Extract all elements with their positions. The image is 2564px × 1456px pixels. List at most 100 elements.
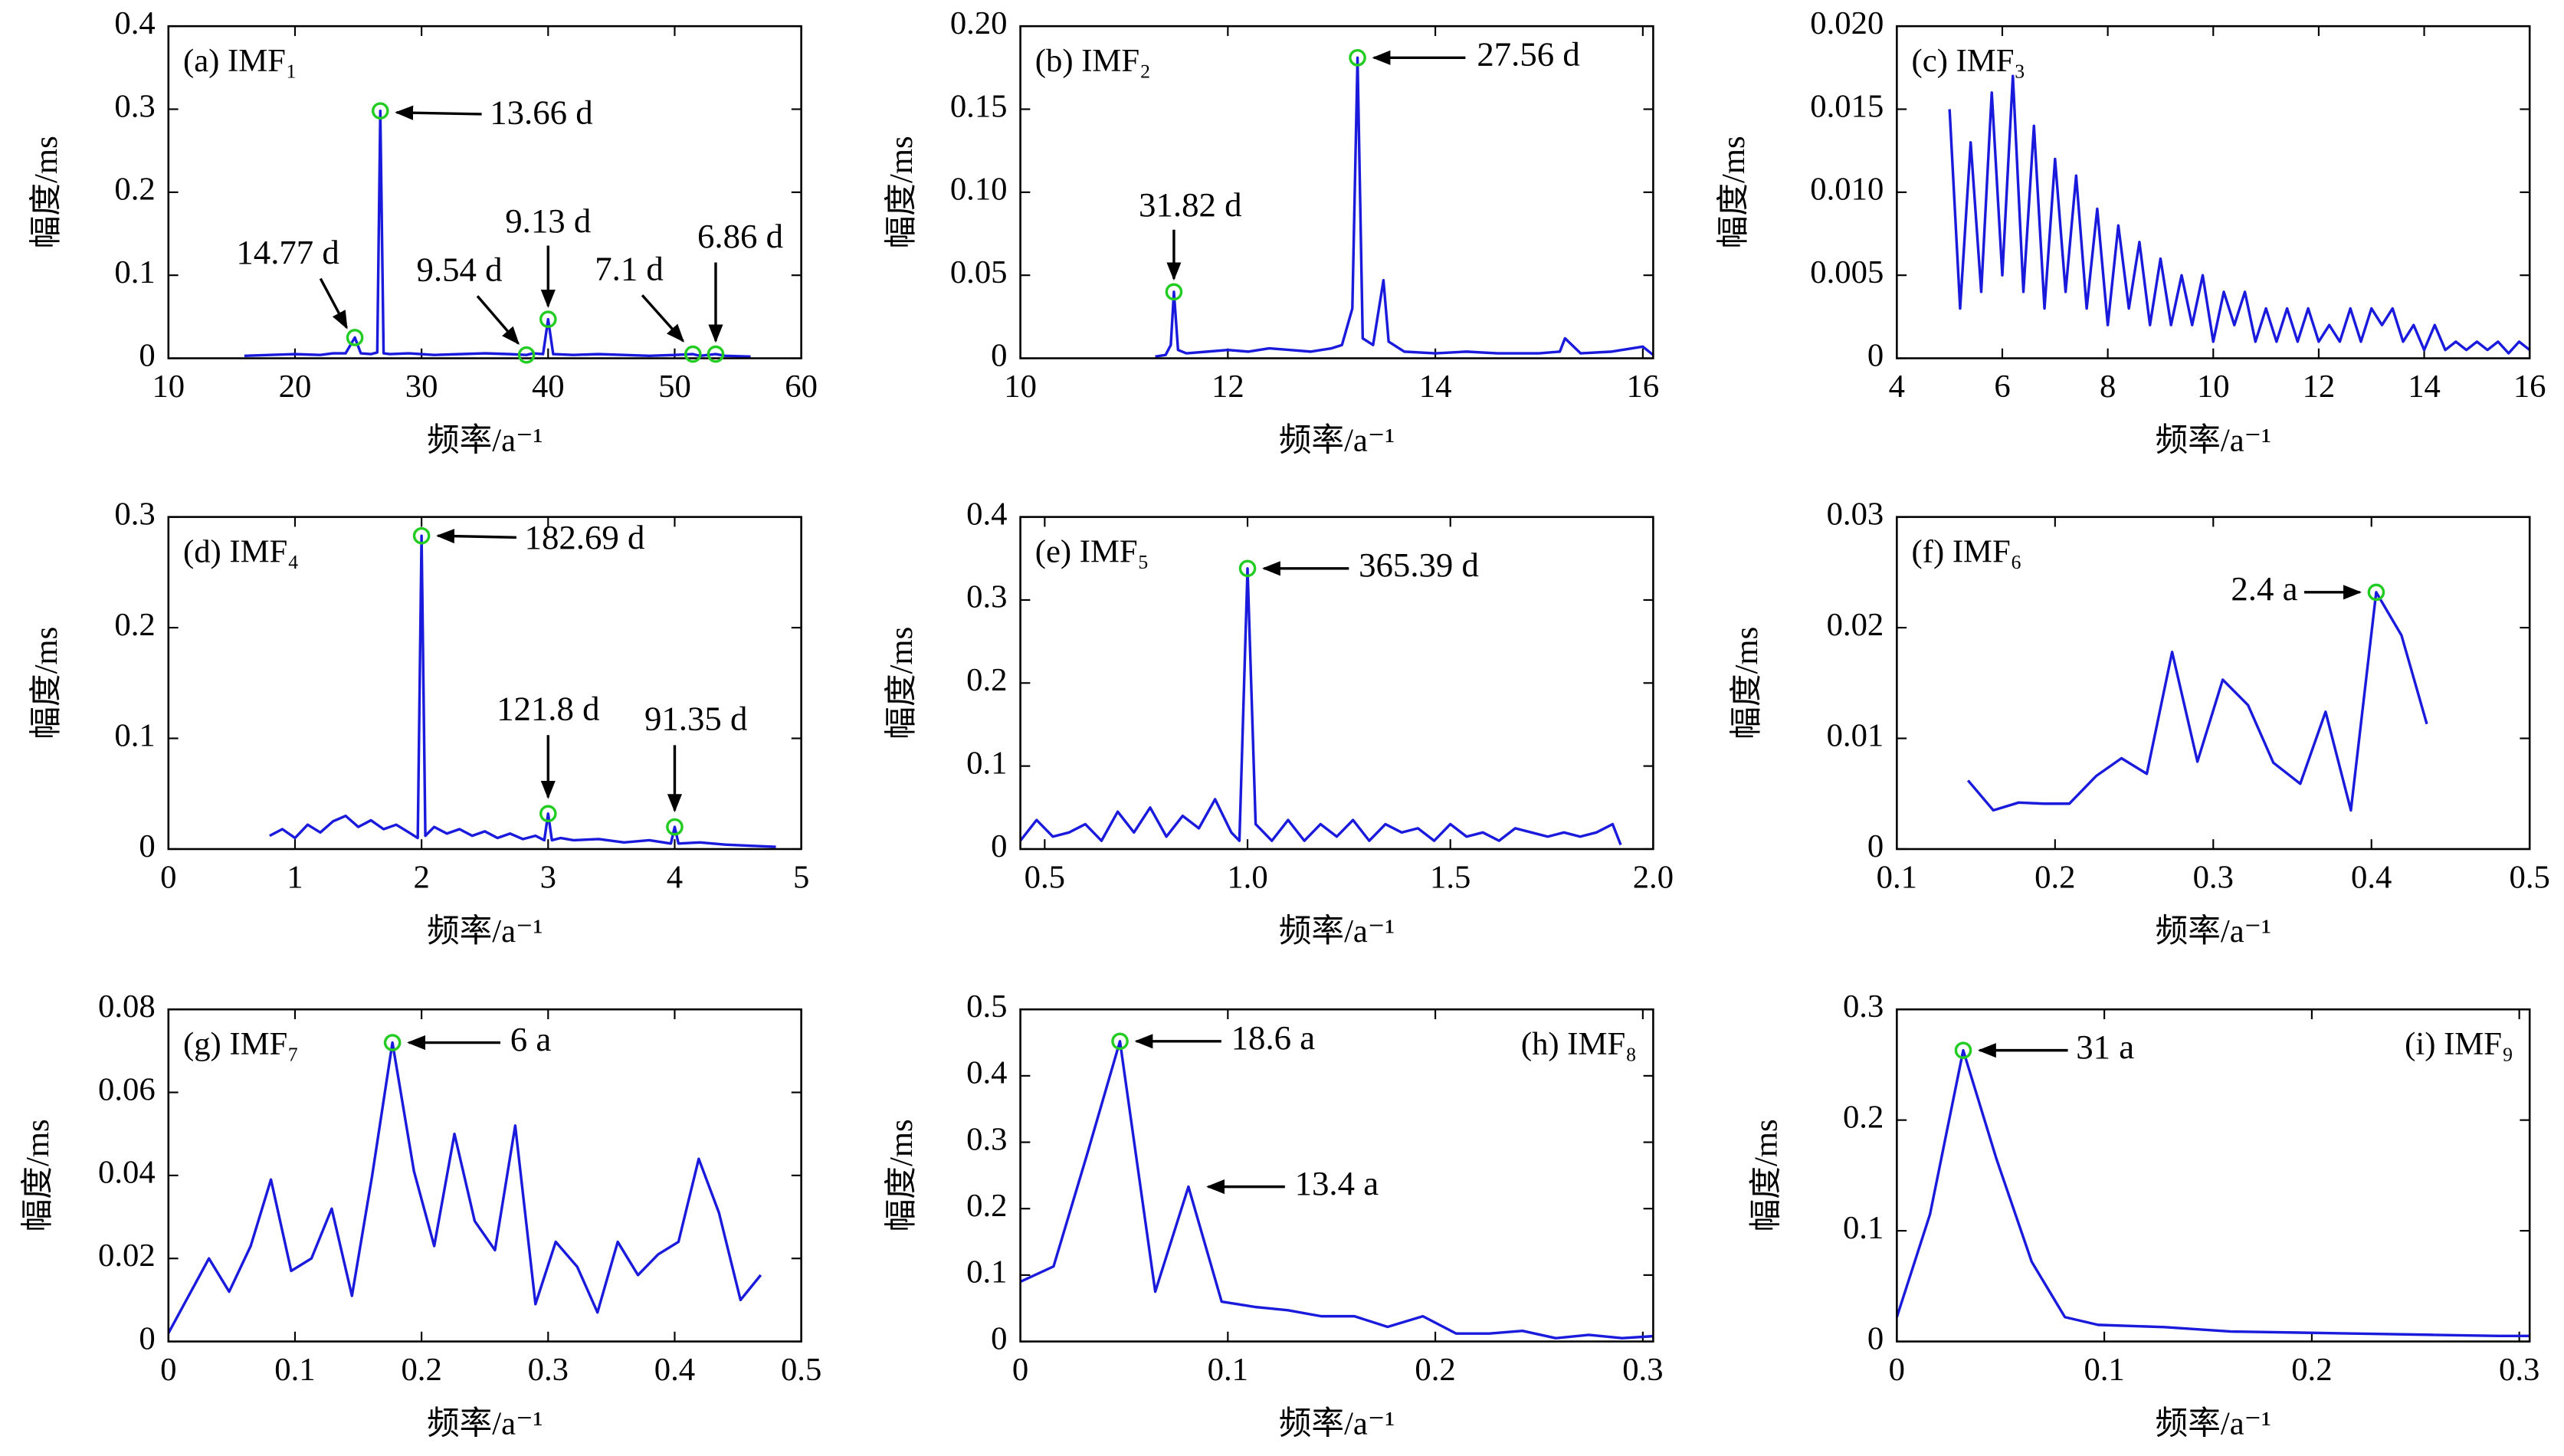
x-tick-label: 0 bbox=[160, 1352, 176, 1388]
y-tick-label: 0 bbox=[991, 337, 1007, 373]
data-line bbox=[168, 1041, 762, 1334]
panel: 0.5 1.0 1.5 2.0 0 0.1 0.2 0.3 0.4 (e) IMF₅ 频率/a⁻¹ 幅… bbox=[884, 496, 1674, 949]
x-tick-label: 0.2 bbox=[401, 1352, 441, 1388]
x-axis-label: 频率/a⁻¹ bbox=[2156, 421, 2271, 458]
x-tick-label: 40 bbox=[532, 369, 565, 405]
y-tick-label: 0.4 bbox=[966, 496, 1007, 532]
y-tick-label: 0.4 bbox=[966, 1055, 1007, 1091]
x-tick-label: 20 bbox=[279, 369, 312, 405]
data-line bbox=[1020, 567, 1622, 846]
peak-marker bbox=[517, 346, 536, 364]
data-line bbox=[269, 534, 776, 848]
y-axis-label: 幅度/ms bbox=[28, 136, 64, 248]
panel: 10 20 30 40 50 60 0 0.1 0.2 0.3 0.4 (a) IMF₁ 频率/a⁻¹ 幅… bbox=[28, 5, 818, 458]
x-tick-label: 4 bbox=[1889, 369, 1905, 405]
peak-marker bbox=[346, 329, 364, 346]
annotation: 7.1 d bbox=[595, 250, 664, 288]
frame bbox=[167, 25, 802, 359]
x-tick-label: 5 bbox=[793, 859, 809, 895]
x-tick-label: 0.1 bbox=[2084, 1352, 2124, 1388]
y-tick-label: 0 bbox=[139, 828, 155, 864]
x-tick-label: 8 bbox=[2100, 369, 2116, 405]
y-tick-label: 0 bbox=[1867, 1320, 1884, 1356]
y-tick-label: 0.08 bbox=[98, 989, 156, 1025]
y-axis-label: 幅度/ms bbox=[1749, 1119, 1785, 1231]
plot-area bbox=[168, 1041, 762, 1334]
annotation: 31.82 d bbox=[1139, 185, 1241, 224]
y-tick-label: 0.2 bbox=[1843, 1099, 1884, 1135]
plot-area bbox=[244, 109, 751, 359]
frame bbox=[167, 1008, 802, 1343]
x-tick-label: 2.0 bbox=[1633, 859, 1674, 895]
y-axis-label: 幅度/ms bbox=[884, 627, 920, 739]
x-tick-label: 0.2 bbox=[2291, 1352, 2332, 1388]
data-line bbox=[1948, 74, 2530, 355]
x-axis-label: 频率/a⁻¹ bbox=[2156, 913, 2271, 949]
x-tick-label: 6 bbox=[1994, 369, 2010, 405]
y-tick-label: 0.3 bbox=[114, 88, 155, 124]
peak-marker bbox=[1111, 1032, 1129, 1051]
annotation: 27.56 d bbox=[1477, 35, 1579, 74]
plot-area bbox=[1948, 74, 2530, 355]
panel: 4 6 8 10 12 14 16 0 0.005 0.010 0.015 0.020 (c) IMF₃… bbox=[1716, 5, 2546, 458]
y-tick-label: 0.1 bbox=[966, 1254, 1007, 1290]
y-tick-label: 0.02 bbox=[1827, 607, 1884, 643]
x-tick-label: 12 bbox=[2303, 369, 2336, 405]
x-axis-label: 频率/a⁻¹ bbox=[427, 913, 543, 949]
x-tick-label: 0.1 bbox=[274, 1352, 315, 1388]
y-tick-label: 0.03 bbox=[1827, 496, 1884, 532]
annotation: 31 a bbox=[2076, 1028, 2134, 1066]
x-tick-label: 0.2 bbox=[2034, 859, 2075, 895]
peak-marker bbox=[666, 818, 684, 836]
x-tick-label: 0.4 bbox=[654, 1352, 695, 1388]
panel: 10 12 14 16 0 0.05 0.10 0.15 0.20 (b) IMF₂ 频率/a⁻¹ 幅… bbox=[884, 5, 1659, 458]
frame bbox=[1019, 25, 1654, 359]
x-tick-label: 14 bbox=[1419, 369, 1452, 405]
y-tick-label: 0.3 bbox=[1843, 989, 1884, 1025]
y-axis-label: 幅度/ms bbox=[884, 136, 920, 248]
peak-marker bbox=[383, 1034, 402, 1051]
panel-title: (g) IMF₇ bbox=[183, 1026, 299, 1062]
x-axis-label: 频率/a⁻¹ bbox=[427, 1405, 543, 1441]
y-tick-label: 0.05 bbox=[950, 254, 1008, 290]
panel: 0 0.1 0.2 0.3 0 0.1 0.2 0.3 (i) IMF₉ 频率/a⁻¹ 幅度/ms 3… bbox=[1749, 989, 2540, 1441]
panel: 0 0.1 0.2 0.3 0.4 0.5 0 0.02 0.04 0.06 0.08 (g) IMF… bbox=[20, 989, 821, 1441]
annotation: 9.54 d bbox=[417, 251, 503, 289]
annotation-arrow bbox=[641, 294, 685, 343]
annotation: 13.66 d bbox=[490, 93, 592, 131]
y-tick-label: 0.1 bbox=[966, 745, 1007, 781]
x-axis-label: 频率/a⁻¹ bbox=[1279, 1405, 1395, 1441]
x-tick-label: 10 bbox=[2197, 369, 2230, 405]
frame bbox=[1896, 1008, 2531, 1343]
panel-title: (f) IMF₆ bbox=[1912, 533, 2022, 569]
frame bbox=[1019, 1008, 1654, 1343]
plot-area bbox=[1897, 1048, 2530, 1338]
x-tick-label: 0.3 bbox=[2193, 859, 2234, 895]
peak-marker bbox=[1238, 559, 1257, 578]
plot-area bbox=[269, 534, 776, 848]
plot-area bbox=[1155, 56, 1654, 359]
x-tick-label: 0.3 bbox=[528, 1352, 569, 1388]
peak-marker bbox=[707, 345, 725, 363]
x-axis-label: 频率/a⁻¹ bbox=[427, 421, 543, 458]
panel-title: (b) IMF₂ bbox=[1035, 43, 1151, 79]
x-tick-label: 0.3 bbox=[2499, 1352, 2539, 1388]
plot-area bbox=[1020, 567, 1622, 846]
annotation: 6 a bbox=[510, 1020, 552, 1058]
x-axis-label: 频率/a⁻¹ bbox=[1279, 421, 1395, 458]
y-tick-label: 0.3 bbox=[966, 579, 1007, 615]
x-tick-label: 0.5 bbox=[2510, 859, 2550, 895]
annotation-arrow bbox=[319, 277, 348, 330]
plot-area bbox=[1020, 1040, 1654, 1340]
y-axis-label: 幅度/ms bbox=[28, 627, 64, 739]
y-axis-label: 幅度/ms bbox=[1729, 627, 1765, 739]
y-tick-label: 0.04 bbox=[98, 1155, 156, 1191]
x-tick-label: 0.2 bbox=[1415, 1352, 1455, 1388]
x-tick-label: 0 bbox=[160, 859, 176, 895]
x-tick-label: 0.4 bbox=[2351, 859, 2392, 895]
y-tick-label: 0.005 bbox=[1810, 254, 1884, 290]
y-tick-label: 0.015 bbox=[1810, 88, 1884, 124]
annotation: 6.86 d bbox=[697, 217, 783, 255]
x-tick-label: 16 bbox=[2513, 369, 2546, 405]
